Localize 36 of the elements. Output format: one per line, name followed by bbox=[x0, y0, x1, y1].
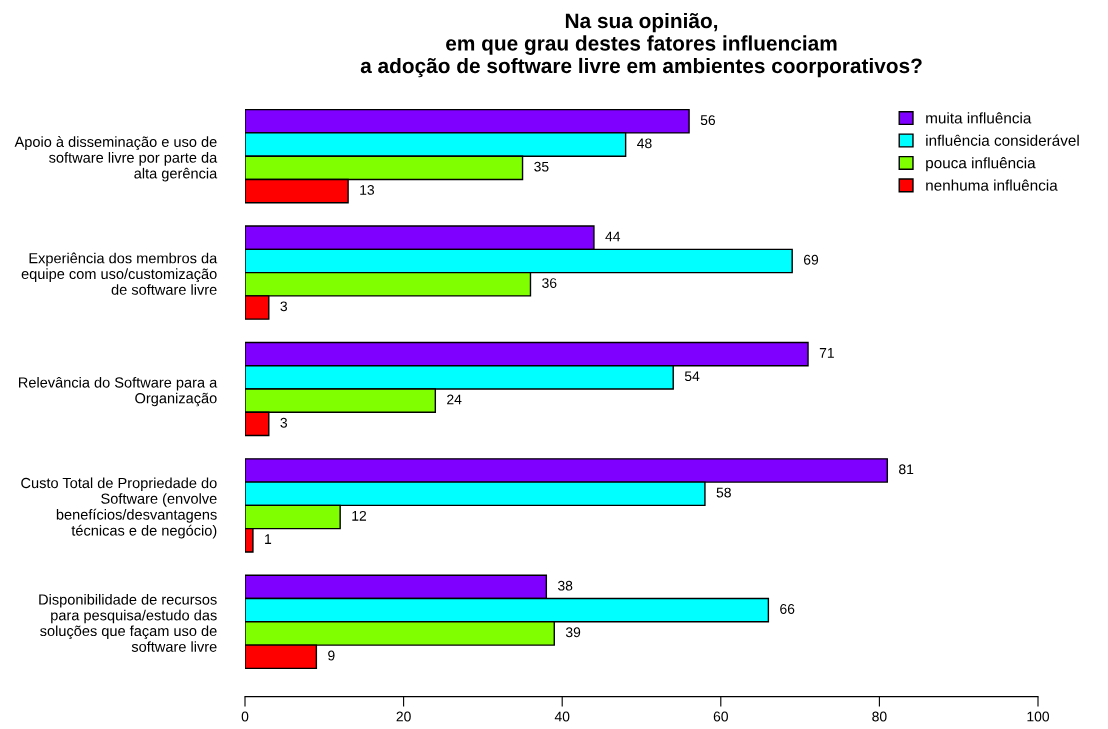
data-label: 24 bbox=[447, 394, 462, 405]
legend-label: influência considerável bbox=[926, 134, 1079, 146]
data-label: 39 bbox=[565, 627, 581, 638]
data-label: 13 bbox=[360, 185, 375, 195]
data-label: 3 bbox=[280, 417, 288, 428]
y-tick-label: Relevância do Software para a Organização bbox=[19, 376, 218, 407]
x-tick-label: 100 bbox=[1027, 711, 1050, 722]
x-tick-label: 80 bbox=[872, 711, 887, 722]
data-label: 56 bbox=[700, 115, 716, 126]
legend-label: pouca influência bbox=[926, 157, 1036, 172]
y-tick-label: Experiência dos membros da equipe com uso/customização de software livre bbox=[21, 252, 218, 295]
y-tick-label: Apoio à disseminação e uso de software livre por parte da alta gerência bbox=[14, 136, 218, 182]
data-label: 38 bbox=[557, 580, 573, 591]
data-label: 54 bbox=[684, 371, 700, 382]
data-label: 58 bbox=[716, 487, 731, 498]
x-tick-label: 20 bbox=[396, 711, 411, 722]
legend-label: nenhuma influência bbox=[926, 179, 1058, 191]
data-label: 44 bbox=[605, 231, 621, 242]
data-label: 66 bbox=[780, 604, 795, 614]
data-label: 36 bbox=[542, 278, 557, 288]
data-label: 9 bbox=[328, 650, 335, 661]
legend-label: muita influência bbox=[926, 112, 1032, 124]
data-label: 12 bbox=[352, 510, 367, 521]
data-label: 1 bbox=[265, 534, 272, 544]
data-label: 81 bbox=[899, 464, 914, 475]
y-tick-label: Disponibilidade de recursos para pesquisa/estudo das soluções que façam uso de software livre bbox=[39, 593, 217, 652]
x-tick-label: 0 bbox=[241, 711, 249, 722]
y-tick-label: Custo Total de Propriedade do Software (envolve benefícios/desvantagens técnicas e de negócio) bbox=[21, 477, 217, 539]
x-tick-label: 40 bbox=[554, 711, 570, 722]
chart-title: Na sua opinião, em que grau destes fatores influenciam a adoção de software livre em ambientes coorporativos? bbox=[360, 12, 922, 78]
data-label: 69 bbox=[803, 254, 819, 265]
data-label: 71 bbox=[819, 348, 834, 358]
data-label: 35 bbox=[534, 161, 549, 172]
x-tick-label: 60 bbox=[713, 711, 728, 722]
data-label: 48 bbox=[637, 138, 652, 149]
data-label: 3 bbox=[280, 301, 288, 312]
